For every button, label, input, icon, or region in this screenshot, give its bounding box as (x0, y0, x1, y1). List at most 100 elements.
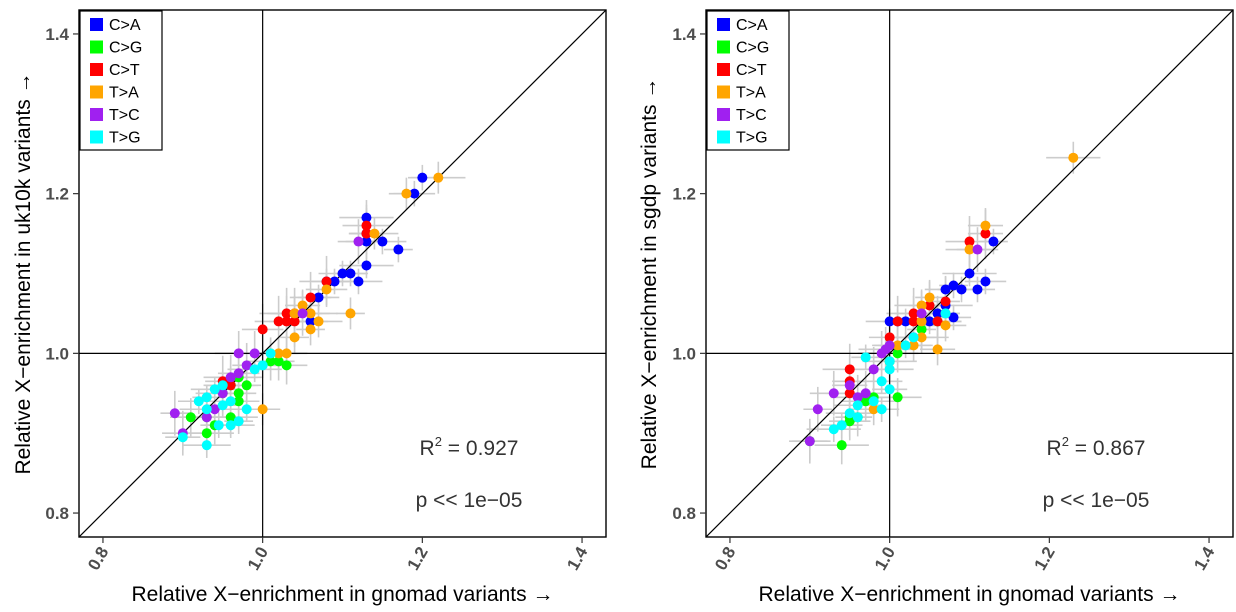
data-point (916, 324, 927, 335)
chart-panel-1: 0.8 1.0 1.2 1.4 0.8 1.0 1.2 1.4 Relative X−enric… (12, 9, 607, 606)
data-point (884, 384, 895, 395)
data-point (980, 228, 991, 239)
data-point (225, 420, 236, 431)
data-point (908, 308, 919, 319)
data-point (217, 388, 228, 399)
legend-label: T>G (109, 130, 141, 147)
data-point (860, 388, 871, 399)
data-point (289, 332, 300, 343)
legend-label: T>C (109, 107, 140, 124)
data-point (361, 236, 372, 247)
y-tick-label: 1.2 (672, 185, 696, 204)
data-point (932, 316, 943, 327)
data-point (876, 376, 887, 387)
data-point (852, 412, 863, 423)
legend-label: C>A (109, 17, 141, 34)
plot-area (706, 10, 1233, 537)
x-axis-title: Relative X−enrichment in gnomad variants… (132, 583, 554, 606)
data-point (289, 308, 300, 319)
data-point (924, 292, 935, 303)
legend-swatch (717, 40, 730, 54)
data-point (916, 300, 927, 311)
x-tick-label: 0.8 (711, 544, 739, 574)
data-point (233, 396, 244, 407)
y-tick-label: 0.8 (672, 504, 696, 523)
data-point (884, 316, 895, 327)
legend: C>A C>G C>T T>A T>C T>G (79, 10, 163, 151)
data-point (289, 316, 300, 327)
x-tick-label: 1.0 (244, 544, 272, 574)
legend-label: T>G (736, 130, 768, 147)
data-point (257, 324, 268, 335)
data-point (345, 308, 356, 319)
series-T-to-C (804, 244, 983, 447)
data-point (361, 228, 372, 239)
data-point (852, 392, 863, 403)
data-point (924, 316, 935, 327)
legend-box (79, 10, 163, 151)
data-point (297, 300, 308, 311)
plot-frame (78, 9, 607, 538)
data-point (233, 416, 244, 427)
data-point (329, 276, 340, 287)
series-T-to-G (828, 308, 951, 435)
data-point (177, 432, 188, 443)
p-value-annotation: p << 1e−05 (416, 489, 523, 512)
data-point (213, 420, 224, 431)
data-point (185, 412, 196, 423)
data-point (201, 404, 212, 415)
x-tick-label: 0.8 (84, 544, 112, 574)
y-tick-label: 1.4 (672, 25, 696, 44)
data-point (345, 268, 356, 279)
data-point (876, 404, 887, 415)
series-T-to-C (169, 236, 364, 439)
data-point (844, 408, 855, 419)
data-point (932, 308, 943, 319)
data-point (916, 316, 927, 327)
data-point (940, 296, 951, 307)
legend-swatch (717, 130, 730, 144)
data-point (964, 268, 975, 279)
data-point (305, 308, 316, 319)
data-point (860, 352, 871, 363)
data-point (265, 356, 276, 367)
data-point (401, 188, 412, 199)
x-tick-label: 1.4 (1190, 543, 1219, 573)
r-squared-annotation: R2 = 0.927 (420, 434, 519, 460)
data-point (281, 348, 292, 359)
chart-panel-2: 0.8 1.0 1.2 1.4 0.8 1.0 1.2 1.4 Relative X−enric… (638, 9, 1234, 606)
data-point (852, 400, 863, 411)
y-tick-label: 1.4 (45, 25, 69, 44)
data-point (241, 380, 252, 391)
data-point (209, 384, 220, 395)
data-point (892, 392, 903, 403)
data-point (233, 388, 244, 399)
data-point (201, 440, 212, 451)
data-point (844, 388, 855, 399)
data-point (265, 348, 276, 359)
data-point (233, 348, 244, 359)
data-point (257, 404, 268, 415)
plot-frame (705, 9, 1234, 538)
data-point (313, 316, 324, 327)
data-point (433, 172, 444, 183)
data-point (305, 292, 316, 303)
data-point (908, 332, 919, 343)
data-point (916, 332, 927, 343)
data-point (860, 396, 871, 407)
legend-swatch (90, 108, 103, 121)
data-point (225, 396, 236, 407)
data-point (353, 236, 364, 247)
data-point (948, 280, 959, 291)
data-point (201, 428, 212, 439)
data-point (892, 316, 903, 327)
data-point (964, 244, 975, 255)
data-point (988, 236, 999, 247)
data-point (225, 412, 236, 423)
x-tick-label: 1.2 (404, 544, 432, 574)
data-point (369, 228, 380, 239)
legend-label: C>T (109, 62, 140, 79)
data-point (321, 284, 332, 295)
data-point (377, 236, 388, 247)
